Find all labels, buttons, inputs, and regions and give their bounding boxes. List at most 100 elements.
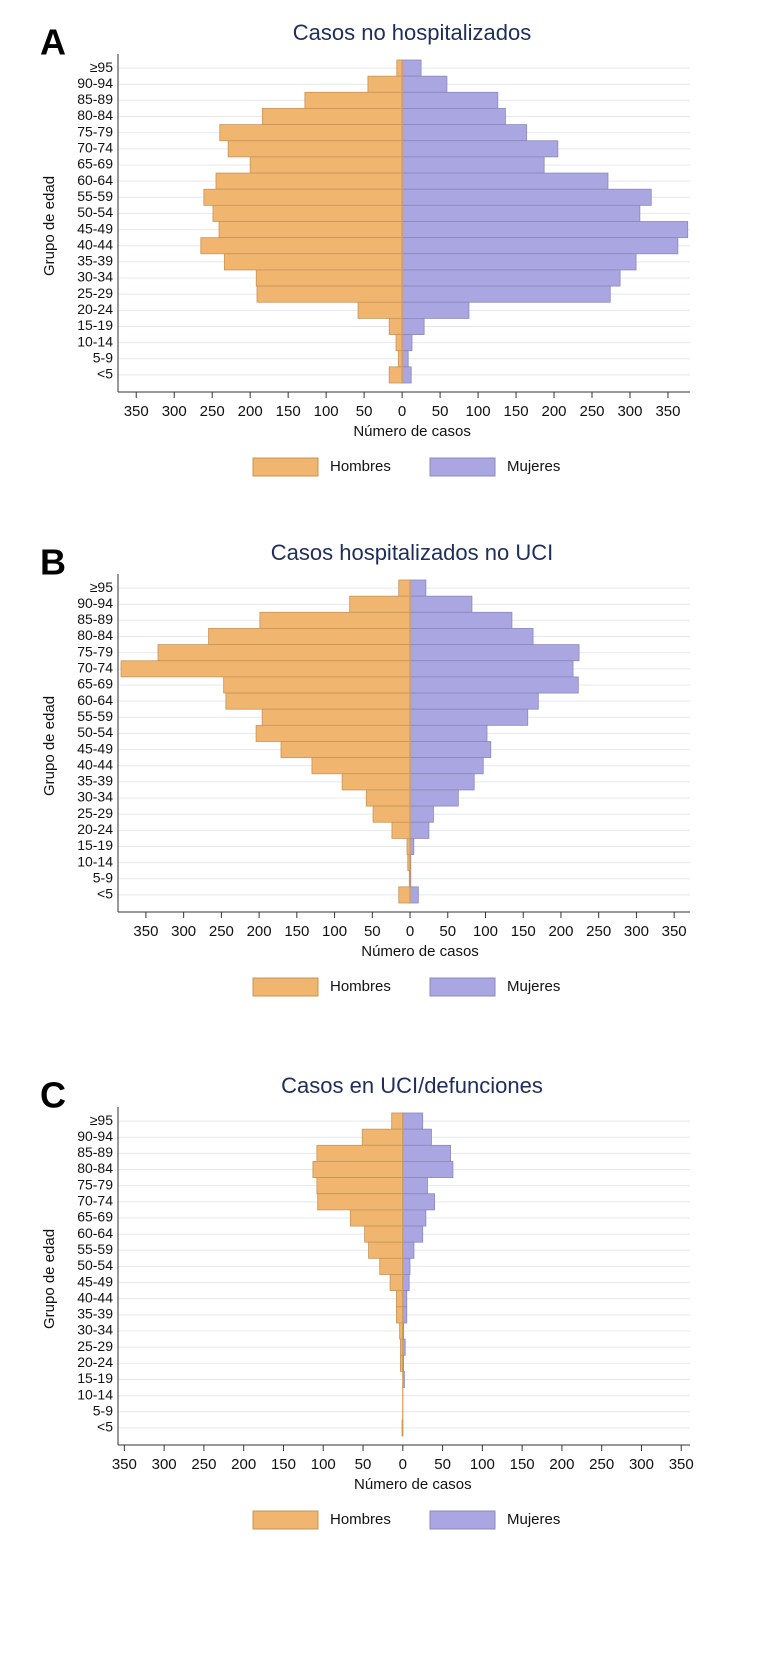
bar — [402, 1241, 415, 1259]
legend-swatch — [429, 457, 496, 477]
x-tick-label: 250 — [191, 1456, 216, 1473]
panel: C Casos en UCI/defunciones ≥9590-9485-8980… — [40, 1073, 694, 1530]
x-tick-label: 100 — [322, 923, 347, 940]
legend-swatch — [429, 977, 496, 997]
y-tick-label: 85-89 — [77, 91, 113, 107]
bar — [365, 789, 411, 807]
y-tick-label: 55-59 — [77, 708, 113, 724]
bar — [391, 821, 411, 839]
x-axis-title: Número de casos — [354, 1476, 472, 1493]
y-tick-label: 15-19 — [77, 837, 113, 853]
x-tick-label: 300 — [629, 1456, 654, 1473]
x-tick-label: 350 — [655, 403, 680, 420]
y-tick-label: 60-64 — [77, 172, 113, 188]
x-tick-label: 100 — [311, 1456, 336, 1473]
y-axis-title: Grupo de edad — [41, 1229, 58, 1329]
bar — [398, 579, 411, 597]
bar — [361, 1128, 404, 1146]
x-tick-label: 150 — [284, 923, 309, 940]
x-tick-label: 0 — [399, 1456, 407, 1473]
x-tick-label: 200 — [238, 403, 263, 420]
bar — [261, 708, 411, 726]
y-tick-label: 5-9 — [93, 1402, 113, 1418]
y-tick-label: 45-49 — [77, 740, 113, 756]
bar — [388, 317, 403, 335]
y-tick-label: 90-94 — [77, 75, 113, 91]
bar — [341, 773, 411, 791]
y-tick-label: 20-24 — [77, 1354, 113, 1370]
y-tick-label: 55-59 — [77, 1241, 113, 1257]
bar — [357, 301, 403, 319]
x-tick-label: 300 — [617, 403, 642, 420]
y-tick-label: 10-14 — [77, 1386, 113, 1402]
y-tick-label: 50-54 — [77, 204, 113, 220]
y-tick-label: 45-49 — [77, 1273, 113, 1289]
x-tick-label: 200 — [549, 1456, 574, 1473]
y-tick-label: 40-44 — [77, 236, 113, 252]
y-tick-label: 70-74 — [77, 1193, 113, 1209]
panel-label: A — [40, 22, 66, 63]
bar — [409, 644, 580, 662]
bar — [215, 172, 403, 190]
y-tick-label: 15-19 — [77, 1370, 113, 1386]
y-tick-label: 90-94 — [77, 1128, 113, 1144]
y-tick-label: 25-29 — [77, 1338, 113, 1354]
bar — [401, 317, 425, 335]
bar — [212, 204, 403, 222]
bar — [208, 628, 411, 646]
bar — [401, 285, 611, 303]
bar — [316, 1144, 404, 1162]
bar — [401, 59, 422, 77]
legend-label: Hombres — [330, 978, 391, 995]
y-tick-label: <5 — [97, 886, 113, 902]
x-tick-label: 0 — [398, 403, 406, 420]
chart-title: Casos hospitalizados no UCI — [271, 540, 553, 565]
bar — [396, 1290, 404, 1308]
x-tick-label: 350 — [133, 923, 158, 940]
y-tick-label: ≥95 — [90, 1112, 113, 1128]
y-axis-title: Grupo de edad — [41, 696, 58, 796]
bar — [402, 1257, 411, 1275]
x-tick-label: 150 — [276, 403, 301, 420]
bar — [349, 1209, 404, 1227]
y-tick-label: 30-34 — [77, 1322, 113, 1338]
x-tick-label: 250 — [579, 403, 604, 420]
y-tick-label: 55-59 — [77, 188, 113, 204]
y-tick-label: 75-79 — [77, 123, 113, 139]
x-tick-label: 50 — [355, 1456, 372, 1473]
legend-label: Hombres — [330, 458, 391, 475]
bar — [402, 1225, 424, 1243]
x-tick-label: 300 — [624, 923, 649, 940]
y-tick-label: 20-24 — [77, 821, 113, 837]
bar — [402, 1209, 427, 1227]
bar — [364, 1225, 404, 1243]
bar — [223, 676, 411, 694]
bar — [225, 692, 411, 710]
y-tick-label: 40-44 — [77, 1289, 113, 1305]
bar — [120, 660, 411, 678]
bar — [402, 1161, 454, 1178]
panel-label: B — [40, 542, 66, 583]
legend-label: Mujeres — [507, 458, 560, 475]
y-tick-label: 25-29 — [77, 805, 113, 821]
bar — [401, 269, 621, 287]
bar — [401, 108, 506, 125]
x-tick-label: 300 — [162, 403, 187, 420]
bar — [391, 1112, 404, 1130]
legend-label: Mujeres — [507, 1511, 560, 1528]
bar — [409, 741, 492, 759]
x-tick-label: 0 — [406, 923, 414, 940]
y-tick-label: 35-39 — [77, 253, 113, 269]
legend-swatch — [252, 977, 319, 997]
y-tick-label: <5 — [97, 366, 113, 382]
bar — [200, 237, 403, 255]
bar — [304, 91, 403, 109]
bar — [402, 1144, 451, 1162]
y-tick-label: 5-9 — [93, 349, 113, 365]
y-tick-label: 45-49 — [77, 220, 113, 236]
y-tick-label: 5-9 — [93, 869, 113, 885]
y-tick-label: 70-74 — [77, 660, 113, 676]
y-tick-label: 70-74 — [77, 140, 113, 156]
x-tick-label: 350 — [669, 1456, 694, 1473]
